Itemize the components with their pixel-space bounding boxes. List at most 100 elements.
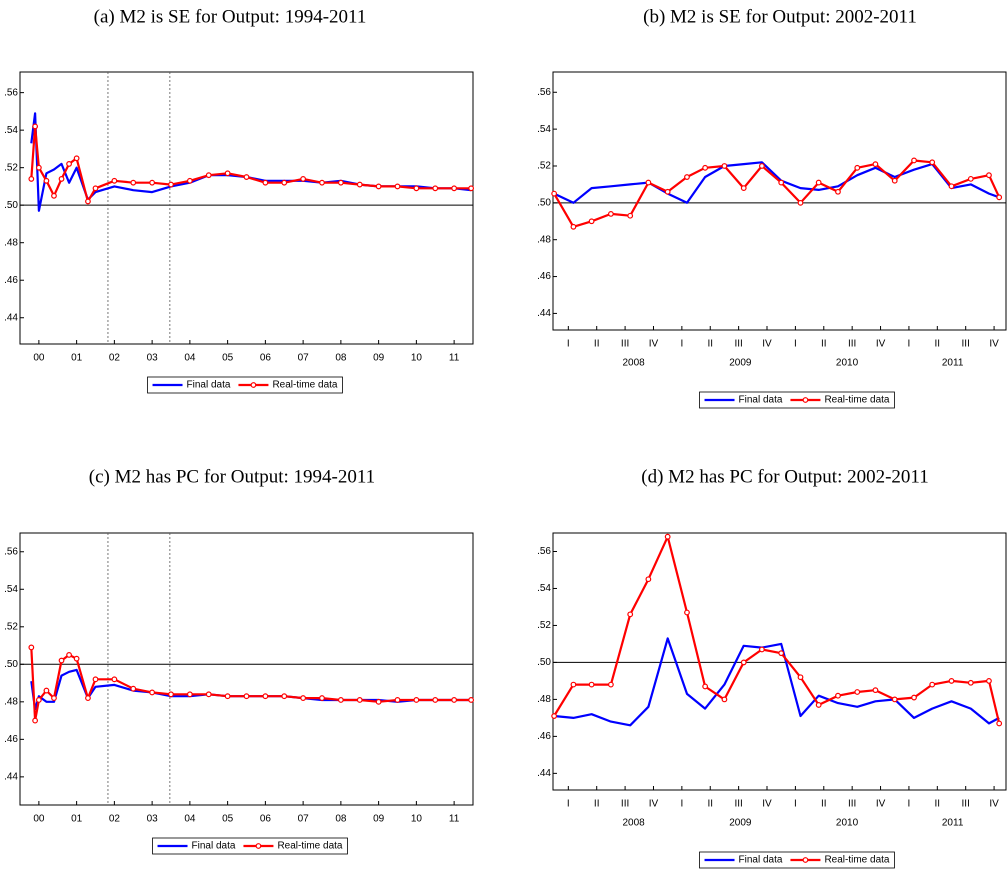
x-tick-label: III [848, 799, 856, 810]
point-marker [51, 192, 57, 199]
point-marker [627, 611, 634, 618]
point-marker [224, 693, 231, 700]
legend-label: Real-time data [824, 855, 889, 866]
y-tick-label: .52 [537, 161, 551, 172]
point-marker [35, 164, 42, 171]
point-marker [996, 720, 1003, 727]
point-marker [684, 174, 690, 180]
x-tick-label: I [680, 339, 683, 350]
point-marker [337, 697, 344, 703]
point-marker [967, 679, 974, 686]
point-marker [149, 179, 156, 186]
y-tick-label: .54 [4, 584, 18, 595]
chart-title: (a) M2 is SE for Output: 1994-2011 [94, 6, 367, 27]
x-tick-label: I [794, 799, 797, 810]
x-group-label: 2011 [942, 818, 964, 829]
point-marker [740, 185, 747, 192]
point-marker [797, 199, 804, 206]
point-marker [608, 210, 614, 217]
point-marker [948, 678, 955, 684]
point-marker [337, 179, 344, 186]
point-marker [929, 159, 936, 166]
x-tick-label: 04 [184, 353, 196, 364]
legend-marker [802, 857, 809, 863]
point-marker [168, 691, 174, 698]
chart-panel: (b) M2 is SE for Output: 2002-2011 .44 .46… [537, 6, 1007, 409]
point-marker [243, 693, 250, 700]
x-tick-label: I [794, 339, 797, 350]
x-tick-label: IV [989, 799, 999, 810]
legend-marker [802, 397, 809, 403]
legend: Final data Real-time data [147, 376, 343, 394]
chart-title: (b) M2 is SE for Output: 2002-2011 [643, 6, 917, 27]
point-marker [551, 713, 558, 719]
x-tick-label: IV [876, 339, 886, 350]
point-marker [721, 696, 728, 703]
x-tick-label: 07 [298, 353, 310, 364]
legend-label: Final data [192, 841, 236, 852]
point-marker [854, 689, 861, 695]
point-marker [66, 161, 72, 167]
y-tick-label: .52 [537, 620, 551, 631]
point-marker [740, 659, 747, 666]
point-marker [43, 687, 50, 694]
point-marker [51, 695, 57, 701]
chart-title: (d) M2 has PC for Output: 2002-2011 [641, 466, 928, 487]
point-marker [319, 695, 325, 701]
point-marker [451, 185, 458, 192]
chart-panel: (d) M2 has PC for Output: 2002-2011 .44 .4… [537, 466, 1007, 869]
point-marker [835, 188, 841, 195]
x-tick-label: 05 [222, 814, 234, 825]
point-marker [588, 681, 595, 688]
point-marker [58, 176, 65, 182]
y-tick-label: .46 [537, 271, 551, 282]
plot-frame [19, 71, 474, 345]
point-marker [92, 676, 99, 683]
point-marker [608, 681, 614, 688]
point-marker [262, 179, 269, 186]
y-tick-label: .46 [4, 275, 18, 286]
point-marker [645, 576, 652, 583]
point-marker [85, 198, 91, 205]
point-marker [929, 681, 936, 688]
y-tick-label: .48 [537, 234, 551, 245]
legend-label: Real-time data [277, 841, 342, 852]
point-marker [32, 123, 38, 130]
x-tick-label: III [962, 799, 970, 810]
legend: Final data Real-time data [699, 851, 895, 869]
x-tick-label: 00 [33, 814, 45, 825]
x-tick-label: 06 [260, 814, 272, 825]
x-tick-label: 06 [260, 353, 272, 364]
point-marker [911, 694, 917, 701]
point-marker [815, 702, 822, 708]
x-tick-label: I [567, 339, 570, 350]
point-marker [149, 689, 156, 696]
y-tick-label: .50 [4, 200, 18, 211]
x-group-label: 2008 [622, 358, 645, 369]
y-tick-label: .54 [4, 125, 18, 136]
x-tick-label: II [707, 339, 713, 350]
point-marker [130, 685, 137, 692]
x-tick-label: 11 [449, 814, 460, 825]
point-marker [664, 533, 671, 540]
point-marker [664, 188, 671, 195]
point-marker [111, 177, 118, 184]
point-marker [986, 678, 992, 684]
x-tick-label: 02 [109, 353, 121, 364]
x-tick-label: 09 [373, 353, 385, 364]
legend: Final data Real-time data [152, 837, 348, 855]
point-marker [356, 181, 363, 188]
y-tick-label: .48 [4, 696, 18, 707]
y-tick-label: .52 [4, 621, 18, 632]
point-marker [130, 179, 137, 186]
x-tick-label: II [935, 799, 941, 810]
x-group-label: 2011 [942, 358, 964, 369]
point-marker [394, 697, 401, 703]
x-tick-label: 08 [335, 353, 347, 364]
point-marker [168, 181, 174, 188]
x-tick-label: 00 [33, 353, 45, 364]
point-marker [111, 676, 118, 683]
point-marker [28, 644, 35, 651]
point-marker [281, 693, 288, 700]
